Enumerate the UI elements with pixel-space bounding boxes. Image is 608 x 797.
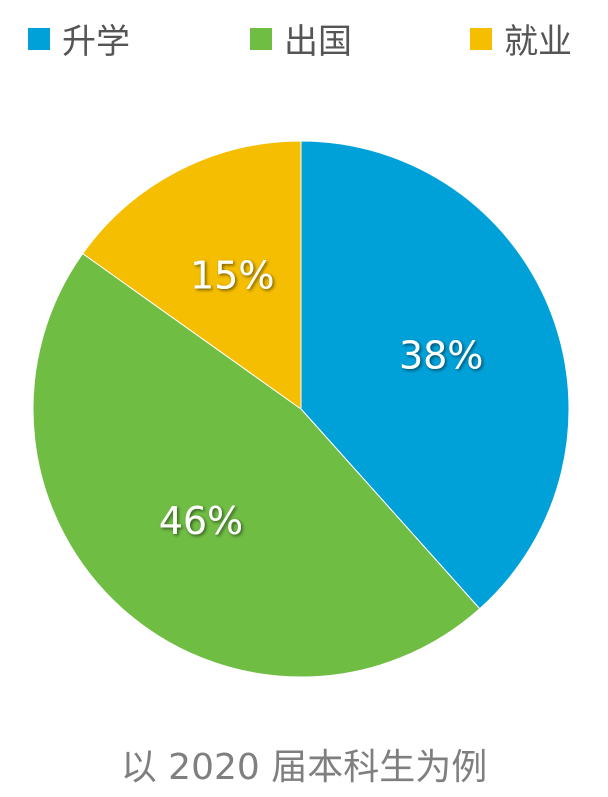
pie-slice-出国 [32,252,481,678]
legend-item-升学: 升学 [28,14,130,63]
data-label-出国: 46% [159,499,243,543]
legend-label: 升学 [62,22,130,62]
legend-swatch [250,27,272,50]
legend-label: 就业 [504,22,572,62]
legend-swatch [470,27,492,50]
legend-item-出国: 出国 [250,14,352,63]
legend-label: 出国 [284,22,352,62]
pie-slice-升学 [300,140,570,610]
legend-item-就业: 就业 [470,14,572,63]
chart-caption: 以 2020 届本科生为例 [120,747,488,788]
legend-swatch [28,27,50,50]
data-label-升学: 38% [399,333,483,377]
data-label-就业: 15% [190,254,274,298]
legend: 升学 出国 就业 [0,14,608,62]
pie-slice-就业 [81,140,302,410]
